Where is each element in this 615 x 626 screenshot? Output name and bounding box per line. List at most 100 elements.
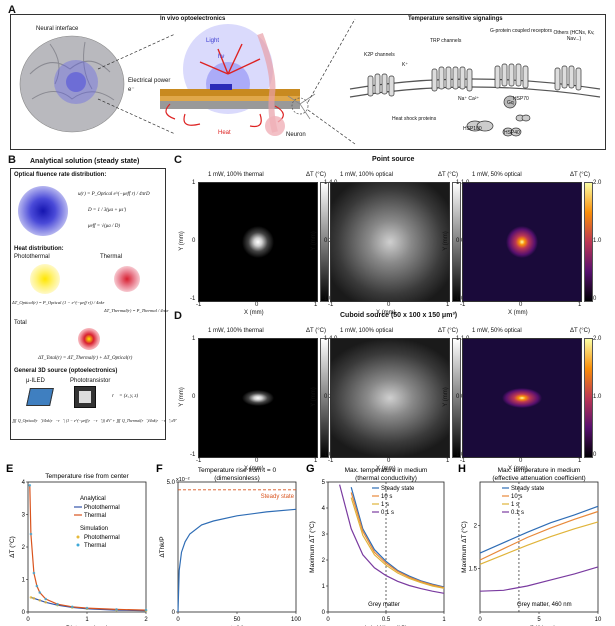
y-axis-label: Y (mm) bbox=[310, 231, 317, 251]
series-line-main bbox=[177, 508, 297, 613]
hsp40-label: HSP40 bbox=[504, 130, 520, 136]
legend-simulation: Simulation bbox=[80, 526, 108, 532]
panel-d: D Cuboid source (50 x 100 x 150 μm³) bbox=[172, 310, 612, 460]
phototransistor-device bbox=[74, 386, 96, 408]
ytick-pos: 1 bbox=[192, 336, 196, 342]
heatmap-image bbox=[330, 182, 450, 302]
heatmap-image bbox=[198, 338, 318, 458]
panel-a-frame bbox=[10, 14, 606, 150]
panel-a-label: A bbox=[8, 4, 16, 16]
mled-label: μ-ILED bbox=[26, 378, 45, 384]
ytick-pos: 1 bbox=[324, 336, 328, 342]
xtick-neg: -1 bbox=[196, 458, 202, 464]
colorbar-min: 0 bbox=[593, 296, 597, 302]
photothermal-label: Photothermal bbox=[14, 254, 50, 260]
panel-c: C Point source bbox=[172, 154, 612, 304]
brain-implant-glow bbox=[54, 60, 98, 104]
colorbar-mid: 1.0 bbox=[593, 394, 602, 400]
panel-g-label: G bbox=[306, 463, 315, 475]
legend-item: Steady state bbox=[511, 486, 545, 492]
colorbar-max: 2.0 bbox=[593, 180, 602, 186]
steady-state-label: Steady state bbox=[261, 494, 295, 500]
y-tick-label: 4 bbox=[322, 506, 326, 512]
simulation-point bbox=[44, 600, 47, 604]
heatmap-image bbox=[198, 182, 318, 302]
chart-subtitle: (effective attenuation coefficient) bbox=[492, 475, 585, 482]
panel-f-label: F bbox=[156, 463, 163, 475]
simulation-point bbox=[32, 571, 36, 575]
heat-label: Heat bbox=[218, 130, 231, 136]
heat-shock-proteins bbox=[466, 114, 531, 137]
x-tick-label: 2 bbox=[144, 617, 148, 623]
total-blob bbox=[78, 328, 100, 350]
xtick-zero: 0 bbox=[519, 302, 523, 308]
ytick-neg: -1 bbox=[454, 452, 460, 458]
x-tick-label: 1 bbox=[442, 617, 446, 623]
gq-label: Gq bbox=[507, 100, 514, 106]
y-tick-label: 5.0 bbox=[167, 480, 176, 486]
colorbar-label: ΔT (°C) bbox=[570, 172, 590, 178]
simulation-point bbox=[29, 532, 33, 536]
plot-frame bbox=[177, 481, 297, 613]
x-tick-label: 0.5 bbox=[382, 617, 391, 623]
series-line-steady-state bbox=[350, 487, 445, 588]
legend-item: 10 s bbox=[511, 494, 522, 500]
series-line-0-1-s bbox=[479, 566, 599, 592]
electrical-power-label: Electrical power bbox=[128, 78, 171, 84]
hsp100-label: HSP100 bbox=[463, 126, 482, 132]
y-tick-label: 0 bbox=[22, 610, 26, 616]
xtick-neg: -1 bbox=[328, 458, 334, 464]
ytick-zero: 0 bbox=[192, 394, 196, 400]
panel-b-label: B bbox=[8, 154, 16, 166]
legend-item: 0.1 s bbox=[511, 510, 524, 516]
colorbar-label: ΔT (°C) bbox=[306, 328, 326, 334]
y-tick-label: 3 bbox=[322, 532, 326, 538]
mled-device bbox=[26, 388, 54, 406]
y-tick-label: 2 bbox=[322, 558, 326, 564]
legend-item: 0.1 s bbox=[381, 510, 394, 516]
x-axis-label: X (mm) bbox=[508, 466, 528, 472]
eq-total: ΔT_Total(r) = ΔT_Thermal(r) + ΔT_Optical… bbox=[38, 356, 133, 361]
panel-b-frame bbox=[10, 168, 166, 440]
simulation-point bbox=[38, 591, 42, 594]
colorbar bbox=[320, 338, 329, 458]
y-tick-label: 1 bbox=[322, 584, 326, 590]
xtick-zero: 0 bbox=[387, 458, 391, 464]
xtick-pos: 1 bbox=[578, 458, 582, 464]
y-axis-label: ΔThk/P bbox=[159, 536, 166, 557]
simulation-point bbox=[35, 584, 39, 588]
x-tick-label: 10 bbox=[595, 617, 602, 623]
colorbar bbox=[452, 338, 461, 458]
phototransistor-label: Phototransistor bbox=[70, 378, 111, 384]
xtick-pos: 1 bbox=[314, 458, 318, 464]
total-label: Total bbox=[14, 320, 27, 326]
thermal-label: Thermal bbox=[100, 254, 123, 260]
series-line-steady-state bbox=[479, 505, 599, 554]
panel-c-label: C bbox=[174, 154, 182, 166]
ytick-zero: 0 bbox=[456, 238, 460, 244]
xtick-zero: 0 bbox=[519, 458, 523, 464]
colorbar-label: ΔT (°C) bbox=[438, 328, 458, 334]
heatmap-title: 1 mW, 100% thermal bbox=[208, 172, 264, 178]
x-axis-label: X (mm) bbox=[244, 310, 264, 316]
xtick-neg: -1 bbox=[460, 302, 466, 308]
y-axis-label: Y (mm) bbox=[310, 387, 317, 407]
y-tick-label: 0 bbox=[322, 610, 326, 616]
colorbar-label: ΔT (°C) bbox=[570, 328, 590, 334]
series-line-10-s bbox=[479, 510, 599, 561]
others-label: Others (HCNs, Kv, Nav...) bbox=[553, 30, 595, 42]
panel-b-title: Analytical solution (steady state) bbox=[30, 158, 140, 165]
simulation-point bbox=[28, 483, 32, 487]
plot-frame bbox=[479, 481, 599, 613]
eq-dt-thermal: ΔT_Thermal(r) = P_Thermal / 4πkr bbox=[104, 308, 169, 313]
series-line-1-s bbox=[479, 521, 599, 565]
ytick-zero: 0 bbox=[192, 238, 196, 244]
panel-d-label: D bbox=[174, 310, 182, 322]
x-tick-label: 100 bbox=[291, 617, 302, 623]
panel-b: B Analytical solution (steady state) Opt… bbox=[8, 154, 177, 440]
reference-label: Grey matter, 460 nm bbox=[517, 602, 572, 608]
y-tick-label: 5 bbox=[322, 480, 326, 486]
y-axis-label: Y (mm) bbox=[178, 231, 185, 251]
legend-swatch bbox=[76, 535, 80, 539]
xtick-pos: 1 bbox=[446, 458, 450, 464]
